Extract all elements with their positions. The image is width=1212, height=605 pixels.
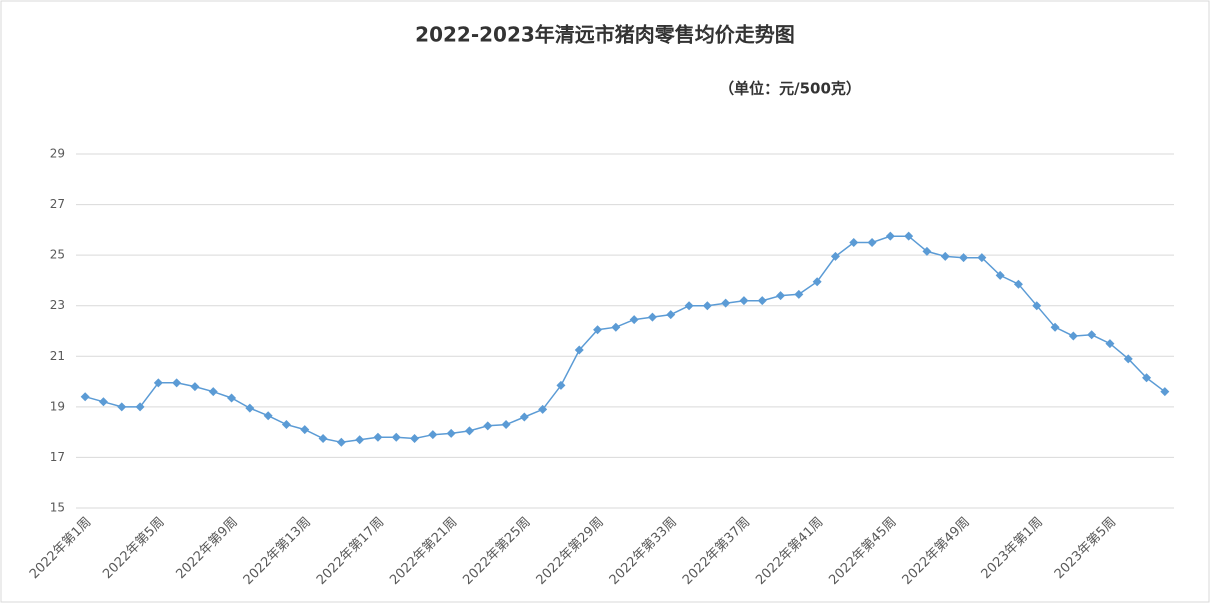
data-point: [684, 301, 694, 311]
data-point: [153, 378, 163, 388]
data-point: [574, 345, 584, 355]
data-point: [1087, 330, 1097, 340]
data-point: [629, 315, 639, 325]
data-point: [336, 437, 346, 447]
data-point: [702, 301, 712, 311]
data-point: [1160, 387, 1170, 397]
data-point: [940, 251, 950, 261]
data-point: [593, 325, 603, 335]
data-point: [721, 298, 731, 308]
data-point: [98, 397, 108, 407]
data-point: [776, 291, 786, 301]
y-tick-label: 19: [50, 399, 65, 413]
data-point: [318, 433, 328, 443]
data-point: [428, 430, 438, 440]
data-point: [885, 231, 895, 241]
y-tick-label: 25: [50, 248, 65, 262]
y-tick-label: 27: [50, 197, 65, 211]
y-tick-label: 23: [50, 298, 65, 312]
data-point: [281, 420, 291, 430]
data-point: [446, 428, 456, 438]
y-tick-label: 17: [50, 450, 65, 464]
data-point: [867, 238, 877, 247]
data-point: [1068, 331, 1078, 341]
data-point: [208, 387, 218, 397]
data-point: [538, 404, 548, 414]
data-point: [483, 421, 493, 431]
data-point: [80, 392, 90, 402]
data-point: [172, 378, 182, 388]
data-point: [611, 322, 621, 332]
data-point: [410, 433, 420, 443]
data-point: [995, 270, 1005, 280]
data-point: [556, 380, 566, 390]
data-point: [1013, 279, 1023, 289]
data-point: [1123, 354, 1133, 364]
data-point: [263, 411, 273, 421]
data-point: [1032, 301, 1042, 311]
data-point: [959, 253, 969, 263]
y-tick-label: 21: [50, 349, 65, 363]
data-point: [117, 402, 127, 412]
chart-title: 2022-2023年清远市猪肉零售均价走势图: [415, 23, 795, 47]
y-tick-label: 29: [50, 147, 65, 161]
data-point: [355, 435, 365, 445]
data-point: [501, 420, 511, 430]
data-point: [300, 425, 310, 435]
data-point: [812, 277, 822, 287]
data-point: [794, 289, 804, 299]
chart-subtitle: （单位：元/500克）: [719, 80, 861, 98]
data-point: [977, 253, 987, 263]
data-point: [1050, 322, 1060, 332]
y-tick-label: 15: [50, 501, 65, 515]
data-point: [245, 403, 255, 413]
data-point: [373, 432, 383, 442]
data-point: [135, 402, 145, 412]
data-point: [519, 412, 529, 422]
data-point: [190, 382, 200, 392]
data-point: [464, 426, 474, 436]
data-point: [1105, 339, 1115, 349]
data-point: [922, 246, 932, 256]
data-point: [227, 393, 237, 403]
data-point: [1142, 373, 1152, 383]
data-point: [739, 296, 749, 306]
data-point: [391, 432, 401, 442]
data-point: [666, 310, 676, 320]
data-point: [849, 238, 859, 247]
data-point: [647, 312, 657, 322]
data-point: [904, 231, 914, 241]
data-point: [757, 296, 767, 306]
data-point: [830, 251, 840, 261]
